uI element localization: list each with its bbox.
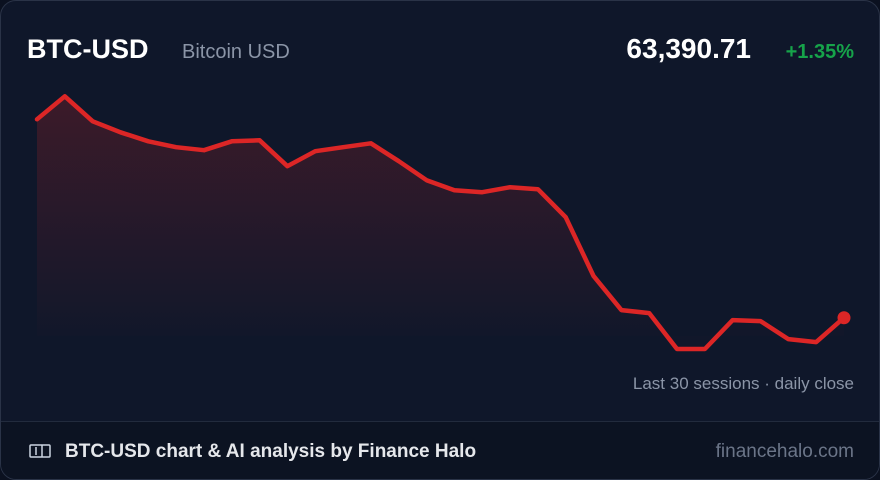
last-point bbox=[837, 311, 851, 325]
price-line bbox=[34, 94, 847, 352]
area bbox=[37, 96, 844, 349]
footer-text: BTC-USD chart & AI analysis by Finance H… bbox=[65, 441, 476, 462]
footer-icon bbox=[29, 444, 51, 458]
symbol: BTC-USD bbox=[27, 34, 149, 64]
footer-site: financehalo.com bbox=[716, 441, 854, 462]
footer bbox=[1, 421, 879, 479]
change: +1.35% bbox=[786, 41, 855, 63]
price: 63,390.71 bbox=[626, 33, 751, 64]
asset-name: Bitcoin USD bbox=[182, 41, 290, 63]
annotation: Last 30 sessions · daily close bbox=[633, 374, 854, 393]
